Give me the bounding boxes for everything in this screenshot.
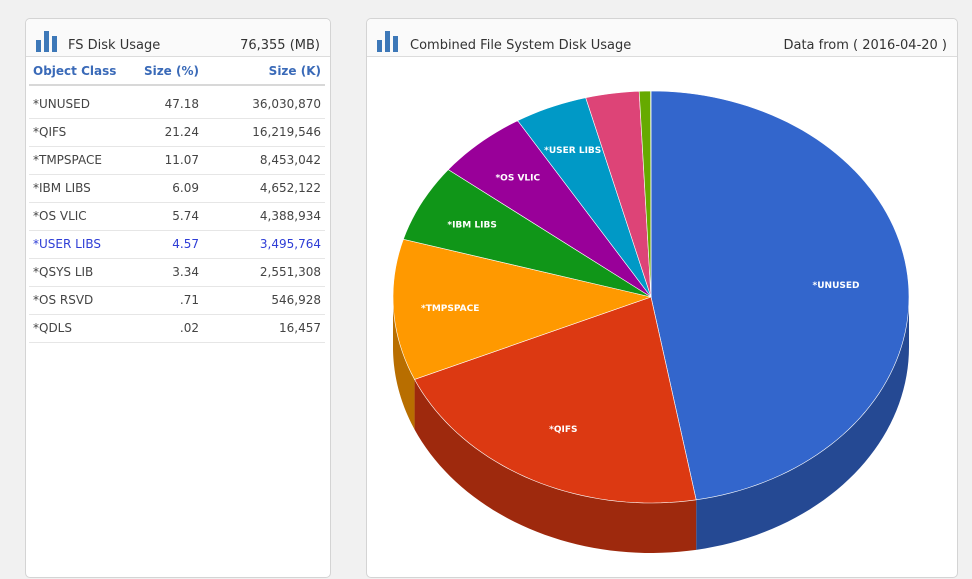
object-class-cell: *QSYS LIB [29, 258, 139, 286]
size-k-cell: 8,453,042 [203, 146, 325, 174]
size-k-cell: 4,652,122 [203, 174, 325, 202]
size-k-cell: 3,495,764 [203, 230, 325, 258]
size-pct-cell: 3.34 [139, 258, 203, 286]
object-class-cell: *OS RSVD [29, 286, 139, 314]
size-k-cell: 2,551,308 [203, 258, 325, 286]
object-class-cell: *QDLS [29, 314, 139, 342]
pie-label: *IBM LIBS [447, 220, 496, 230]
pie-label: *USER LIBS [544, 146, 601, 156]
object-class-cell: *USER LIBS [29, 230, 139, 258]
size-pct-cell: 21.24 [139, 118, 203, 146]
size-k-cell: 36,030,870 [203, 90, 325, 118]
fs-disk-usage-header: FS Disk Usage 76,355 (MB) [26, 19, 330, 57]
pie-label: *TMPSPACE [421, 304, 479, 314]
size-pct-cell: 5.74 [139, 202, 203, 230]
pie-label: *QIFS [549, 425, 577, 435]
fs-disk-usage-panel: FS Disk Usage 76,355 (MB) Object Class S… [25, 18, 331, 578]
size-k-cell: 16,457 [203, 314, 325, 342]
size-k-cell: 546,928 [203, 286, 325, 314]
combined-disk-usage-panel: Combined File System Disk Usage Data fro… [366, 18, 958, 578]
panel-title: FS Disk Usage [68, 38, 160, 53]
column-header-object-class[interactable]: Object Class [29, 57, 139, 85]
size-pct-cell: 47.18 [139, 90, 203, 118]
total-size: 76,355 (MB) [240, 38, 320, 53]
size-k-cell: 16,219,546 [203, 118, 325, 146]
table-header-row: Object Class Size (%) Size (K) [29, 57, 325, 85]
pie-label: *UNUSED [813, 281, 860, 291]
object-class-cell: *QIFS [29, 118, 139, 146]
bar-chart-icon [35, 28, 59, 52]
size-pct-cell: .71 [139, 286, 203, 314]
object-class-cell: *UNUSED [29, 90, 139, 118]
pie-label: *OS VLIC [495, 174, 540, 184]
size-pct-cell: 6.09 [139, 174, 203, 202]
pie-chart: *UNUSED *QIFS *TMPSPACE *IBM LIBS *OS VLIC *U… [367, 19, 959, 579]
object-class-cell: *OS VLIC [29, 202, 139, 230]
size-pct-cell: .02 [139, 314, 203, 342]
column-header-size-k[interactable]: Size (K) [203, 57, 325, 85]
size-pct-cell: 4.57 [139, 230, 203, 258]
size-k-cell: 4,388,934 [203, 202, 325, 230]
object-class-cell: *IBM LIBS [29, 174, 139, 202]
size-pct-cell: 11.07 [139, 146, 203, 174]
column-header-size-pct[interactable]: Size (%) [139, 57, 203, 85]
object-class-cell: *TMPSPACE [29, 146, 139, 174]
